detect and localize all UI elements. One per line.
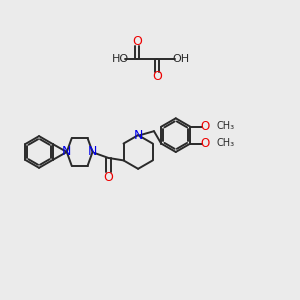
Text: N: N — [134, 129, 143, 142]
Text: CH₃: CH₃ — [216, 138, 234, 148]
Text: N: N — [62, 146, 71, 158]
Text: O: O — [132, 34, 142, 47]
Text: O: O — [201, 137, 210, 150]
Text: O: O — [152, 70, 162, 83]
Text: O: O — [201, 120, 210, 133]
Text: CH₃: CH₃ — [216, 121, 234, 131]
Text: HO: HO — [112, 54, 129, 64]
Text: OH: OH — [172, 54, 189, 64]
Text: O: O — [103, 171, 113, 184]
Text: N: N — [88, 146, 97, 158]
